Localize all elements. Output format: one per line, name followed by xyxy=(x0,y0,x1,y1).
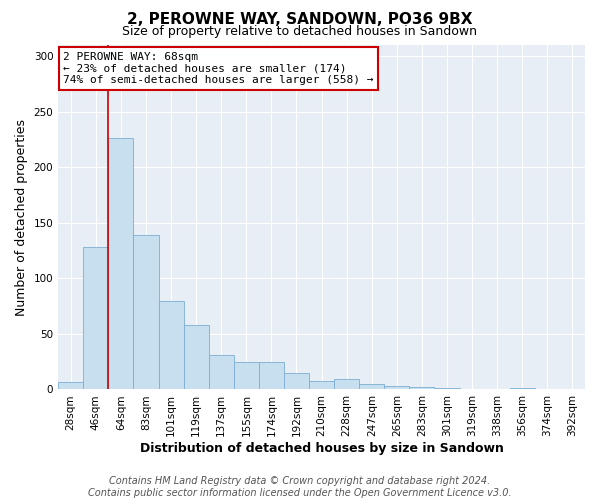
Bar xyxy=(359,384,385,390)
Text: Contains HM Land Registry data © Crown copyright and database right 2024.
Contai: Contains HM Land Registry data © Crown c… xyxy=(88,476,512,498)
Bar xyxy=(158,300,184,390)
Bar xyxy=(58,382,83,390)
Text: 2, PEROWNE WAY, SANDOWN, PO36 9BX: 2, PEROWNE WAY, SANDOWN, PO36 9BX xyxy=(127,12,473,28)
Bar xyxy=(133,235,158,390)
Text: Size of property relative to detached houses in Sandown: Size of property relative to detached ho… xyxy=(122,25,478,38)
Bar xyxy=(434,388,460,390)
Text: 2 PEROWNE WAY: 68sqm
← 23% of detached houses are smaller (174)
74% of semi-deta: 2 PEROWNE WAY: 68sqm ← 23% of detached h… xyxy=(64,52,374,85)
Bar xyxy=(109,138,133,390)
Bar xyxy=(284,373,309,390)
Y-axis label: Number of detached properties: Number of detached properties xyxy=(15,118,28,316)
X-axis label: Distribution of detached houses by size in Sandown: Distribution of detached houses by size … xyxy=(140,442,503,455)
Bar xyxy=(409,387,434,390)
Bar xyxy=(334,380,359,390)
Bar xyxy=(309,380,334,390)
Bar xyxy=(83,247,109,390)
Bar xyxy=(209,355,234,390)
Bar xyxy=(184,325,209,390)
Bar xyxy=(234,362,259,390)
Bar xyxy=(510,388,535,390)
Bar xyxy=(259,362,284,390)
Bar xyxy=(385,386,409,390)
